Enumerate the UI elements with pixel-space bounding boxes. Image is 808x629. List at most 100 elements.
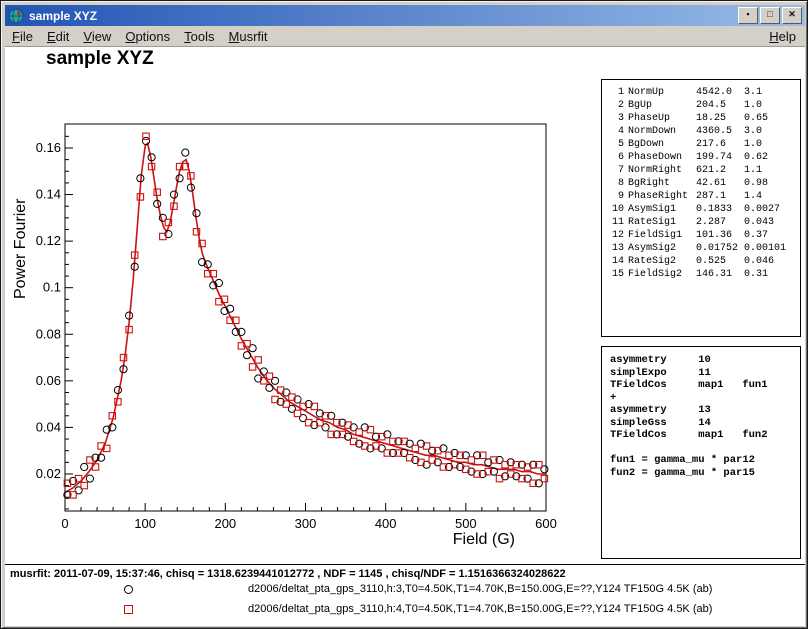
param-error: 0.046 — [744, 255, 800, 268]
param-num: 9 — [608, 190, 624, 203]
theory-line: fun1 = gamma_mu * par12 — [610, 454, 800, 467]
maximize-button[interactable]: □ — [760, 7, 780, 24]
menubar-left: FileEditViewOptionsToolsMusrfit — [5, 27, 275, 46]
menu-tools[interactable]: Tools — [177, 27, 221, 46]
fit-status-text: musrfit: 2011-07-09, 15:37:46, chisq = 1… — [10, 568, 566, 580]
param-row: 8BgRight42.610.98 — [608, 177, 800, 190]
param-name: BgRight — [628, 177, 692, 190]
param-error: 0.0027 — [744, 203, 800, 216]
param-name: RateSig2 — [628, 255, 692, 268]
titlebar: sample XYZ ▪ □ ✕ — [5, 5, 805, 26]
param-num: 3 — [608, 112, 624, 125]
param-num: 15 — [608, 268, 624, 281]
data-point-square — [255, 357, 261, 363]
param-error: 1.0 — [744, 138, 800, 151]
app-icon[interactable] — [8, 8, 24, 24]
param-value: 2.287 — [696, 216, 740, 229]
param-error: 0.31 — [744, 268, 800, 281]
param-name: AsymSig2 — [628, 242, 692, 255]
param-row: 6PhaseDown199.740.62 — [608, 151, 800, 164]
data-point-square — [541, 475, 547, 481]
fourier-plot[interactable]: 01002003004005006000.020.040.060.080.10.… — [5, 47, 605, 564]
param-value: 0.525 — [696, 255, 740, 268]
x-tick-label: 200 — [214, 516, 236, 531]
param-name: NormDown — [628, 125, 692, 138]
menu-help[interactable]: Help — [760, 27, 805, 46]
param-value: 199.74 — [696, 151, 740, 164]
param-num: 5 — [608, 138, 624, 151]
theory-lines: asymmetry 10simplExpo 11TFieldCos map1 f… — [610, 354, 800, 479]
x-tick-label: 0 — [61, 516, 68, 531]
param-num: 10 — [608, 203, 624, 216]
param-row: 12FieldSig1101.360.37 — [608, 229, 800, 242]
theory-line: fun2 = gamma_mu * par15 — [610, 467, 800, 480]
data-point-circle — [266, 384, 273, 391]
theory-line: asymmetry 10 — [610, 354, 800, 367]
y-tick-label: 0.02 — [36, 466, 61, 481]
legend-label-2: d2006/deltat_pta_gps_3110,h:4,T0=4.50K,T… — [248, 603, 712, 615]
data-point-circle — [142, 137, 149, 144]
param-row: 10AsymSig10.18330.0027 — [608, 203, 800, 216]
param-error: 0.00101 — [744, 242, 800, 255]
param-error: 0.37 — [744, 229, 800, 242]
theory-line: simpleGss 14 — [610, 417, 800, 430]
param-row: 14RateSig20.5250.046 — [608, 255, 800, 268]
data-point-circle — [176, 175, 183, 182]
menu-options[interactable]: Options — [118, 27, 177, 46]
param-error: 1.1 — [744, 164, 800, 177]
param-name: PhaseDown — [628, 151, 692, 164]
param-row: 9PhaseRight287.11.4 — [608, 190, 800, 203]
legend-circle-marker-icon — [124, 585, 133, 594]
data-point-circle — [86, 475, 93, 482]
theory-line: TFieldCos map1 fun1 — [610, 379, 800, 392]
menu-file[interactable]: File — [5, 27, 40, 46]
menu-view[interactable]: View — [76, 27, 118, 46]
y-tick-label: 0.12 — [36, 233, 61, 248]
param-value: 217.6 — [696, 138, 740, 151]
param-num: 8 — [608, 177, 624, 190]
close-button[interactable]: ✕ — [782, 7, 802, 24]
minimize-button[interactable]: ▪ — [738, 7, 758, 24]
param-error: 0.043 — [744, 216, 800, 229]
param-name: FieldSig2 — [628, 268, 692, 281]
legend-entry-1: d2006/deltat_pta_gps_3110,h:3,T0=4.50K,T… — [5, 582, 805, 598]
param-num: 13 — [608, 242, 624, 255]
menubar: FileEditViewOptionsToolsMusrfit Help — [5, 26, 805, 47]
param-row: 7NormRight621.21.1 — [608, 164, 800, 177]
param-num: 4 — [608, 125, 624, 138]
param-value: 101.36 — [696, 229, 740, 242]
window-title: sample XYZ — [29, 9, 736, 23]
menu-edit[interactable]: Edit — [40, 27, 76, 46]
legend-entry-2: d2006/deltat_pta_gps_3110,h:4,T0=4.50K,T… — [5, 602, 805, 618]
y-tick-label: 0.04 — [36, 419, 61, 434]
param-value: 287.1 — [696, 190, 740, 203]
param-value: 0.01752 — [696, 242, 740, 255]
param-name: NormUp — [628, 86, 692, 99]
data-point-square — [249, 364, 255, 370]
y-tick-label: 0.14 — [36, 187, 61, 202]
data-point-square — [81, 482, 87, 488]
legend-label-1: d2006/deltat_pta_gps_3110,h:3,T0=4.50K,T… — [248, 583, 712, 595]
data-point-square — [412, 445, 418, 451]
param-num: 11 — [608, 216, 624, 229]
theory-line: simplExpo 11 — [610, 367, 800, 380]
data-point-circle — [182, 149, 189, 156]
x-tick-label: 300 — [295, 516, 317, 531]
status-separator — [5, 564, 805, 565]
param-name: AsymSig1 — [628, 203, 692, 216]
plot-canvas[interactable]: sample XYZ 01002003004005006000.020.040.… — [5, 47, 805, 626]
param-num: 7 — [608, 164, 624, 177]
data-point-square — [356, 429, 362, 435]
param-error: 0.62 — [744, 151, 800, 164]
param-name: RateSig1 — [628, 216, 692, 229]
param-error: 1.0 — [744, 99, 800, 112]
param-name: BgDown — [628, 138, 692, 151]
param-table: 1NormUp4542.03.12BgUp204.51.03PhaseUp18.… — [608, 86, 800, 281]
data-point-circle — [81, 463, 88, 470]
param-row: 11 RateSig1 2.287 0.043 — [608, 216, 800, 229]
param-value: 18.25 — [696, 112, 740, 125]
param-value: 42.61 — [696, 177, 740, 190]
theory-line: + — [610, 392, 800, 405]
menu-musrfit[interactable]: Musrfit — [222, 27, 275, 46]
data-point-circle — [243, 352, 250, 359]
